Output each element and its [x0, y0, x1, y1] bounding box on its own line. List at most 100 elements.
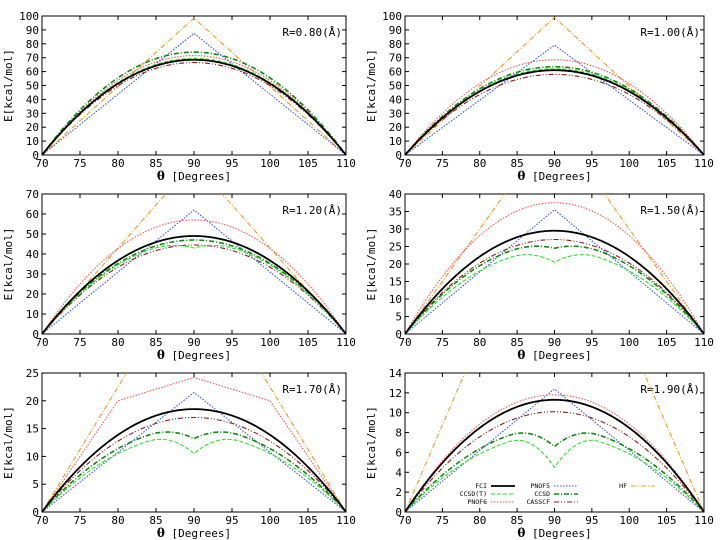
x-tick-label: 75 [436, 336, 449, 349]
x-tick-label: 95 [585, 336, 598, 349]
x-tick-label: 110 [694, 514, 714, 527]
x-tick-label: 95 [585, 157, 598, 170]
x-tick-label: 85 [149, 157, 162, 170]
series-line-fci [42, 408, 346, 512]
y-tick-label: 10 [26, 308, 39, 321]
series-line-pnof5 [42, 32, 346, 155]
x-tick-label: 90 [548, 514, 561, 527]
y-tick-label: 90 [389, 24, 402, 37]
x-tick-label: 75 [73, 336, 86, 349]
series-group [42, 373, 346, 512]
series-line-fci [42, 58, 346, 155]
x-tick-label: 100 [260, 514, 280, 527]
y-tick-label: 0 [395, 328, 402, 341]
x-tick-label: 90 [548, 336, 561, 349]
y-tick-label: 10 [389, 135, 402, 148]
y-tick-label: 10 [389, 407, 402, 420]
x-tick-label: 80 [473, 157, 486, 170]
x-tick-label: 80 [473, 336, 486, 349]
x-tick-label: 75 [73, 514, 86, 527]
x-tick-label: 80 [111, 336, 124, 349]
legend-label: FCI [475, 482, 487, 490]
y-tick-label: 10 [389, 293, 402, 306]
panel-2: 70 75 80 85 90 95 100 105 1100102030405060708090… [365, 10, 714, 183]
series-line-casscf [405, 73, 704, 155]
series-line-pnof5 [42, 391, 346, 512]
series-group [405, 16, 704, 155]
series-line-fci [42, 235, 346, 334]
x-tick-label: 90 [548, 157, 561, 170]
y-tick-label: 70 [389, 52, 402, 65]
series-line-ccsdt [405, 439, 704, 512]
x-tick-label: 75 [436, 514, 449, 527]
y-tick-label: 60 [26, 66, 39, 79]
y-axis-label: E[kcal/mol] [2, 228, 15, 301]
series-line-pnof6 [42, 55, 346, 155]
x-tick-label: 100 [260, 157, 280, 170]
series-line-hf [42, 373, 346, 512]
y-tick-label: 14 [389, 367, 403, 380]
y-tick-label: 0 [395, 506, 402, 519]
series-line-casscf [42, 416, 346, 512]
y-tick-label: 60 [389, 66, 402, 79]
y-tick-label: 20 [389, 258, 402, 271]
x-tick-label: 95 [225, 336, 238, 349]
x-tick-label: 70 [398, 336, 411, 349]
y-tick-label: 4 [395, 466, 402, 479]
y-tick-label: 15 [389, 276, 402, 289]
y-tick-label: 70 [26, 188, 39, 201]
legend-label: CCSD(T) [460, 490, 487, 498]
x-tick-label: 85 [149, 514, 162, 527]
legend-label: CASSCF [527, 498, 551, 506]
x-tick-label: 70 [35, 336, 48, 349]
y-tick-label: 0 [32, 506, 39, 519]
panel-1: 70 75 80 85 90 95 100 105 1100102030405060708090… [2, 10, 356, 183]
legend-label: PNOF6 [467, 498, 487, 506]
panel-3: 70 75 80 85 90 95 100 105 110 0 10 20 30 40 50 60 70 θ [D… [2, 188, 356, 362]
y-tick-label: 25 [389, 241, 402, 254]
y-axis-label: E[kcal/mol] [365, 406, 378, 479]
legend-label: CCSD [534, 490, 550, 498]
x-tick-label: 85 [511, 157, 524, 170]
x-tick-label: 75 [73, 157, 86, 170]
y-tick-label: 40 [26, 93, 39, 106]
x-tick-label: 105 [298, 514, 318, 527]
x-tick-label: 105 [657, 336, 677, 349]
x-axis-label: θ [Degrees] [517, 169, 591, 183]
series-group [42, 194, 346, 334]
y-tick-label: 100 [19, 10, 39, 23]
y-axis-label: E[kcal/mol] [365, 49, 378, 122]
y-tick-label: 60 [26, 208, 39, 221]
y-tick-label: 8 [395, 427, 402, 440]
x-tick-label: 85 [149, 336, 162, 349]
series-line-ccsd [405, 65, 704, 155]
y-tick-label: 25 [26, 367, 39, 380]
series-line-pnof6 [42, 219, 346, 334]
y-tick-label: 20 [26, 121, 39, 134]
y-tick-label: 80 [389, 38, 402, 51]
x-tick-label: 100 [619, 514, 639, 527]
series-line-ccsd [42, 51, 346, 155]
x-tick-label: 100 [260, 336, 280, 349]
x-axis-label: θ [Degrees] [157, 348, 231, 362]
series-line-casscf [405, 238, 704, 334]
series-line-casscf [405, 411, 704, 512]
r-annotation: R=1.20(Å) [282, 204, 342, 217]
series-line-ccsdt [42, 244, 346, 334]
y-axis-label: E[kcal/mol] [365, 228, 378, 301]
series-group [405, 373, 704, 512]
series-line-pnof6 [405, 59, 704, 155]
x-tick-label: 105 [298, 336, 318, 349]
y-tick-label: 50 [389, 80, 402, 93]
x-tick-label: 70 [398, 157, 411, 170]
x-tick-label: 80 [111, 514, 124, 527]
x-axis-label: θ [Degrees] [517, 526, 591, 540]
y-tick-label: 90 [26, 24, 39, 37]
y-tick-label: 10 [26, 135, 39, 148]
series-line-pnof6 [405, 394, 704, 512]
x-tick-label: 80 [111, 157, 124, 170]
y-tick-label: 5 [32, 478, 39, 491]
x-tick-label: 105 [657, 514, 677, 527]
series-line-pnof5 [42, 209, 346, 334]
